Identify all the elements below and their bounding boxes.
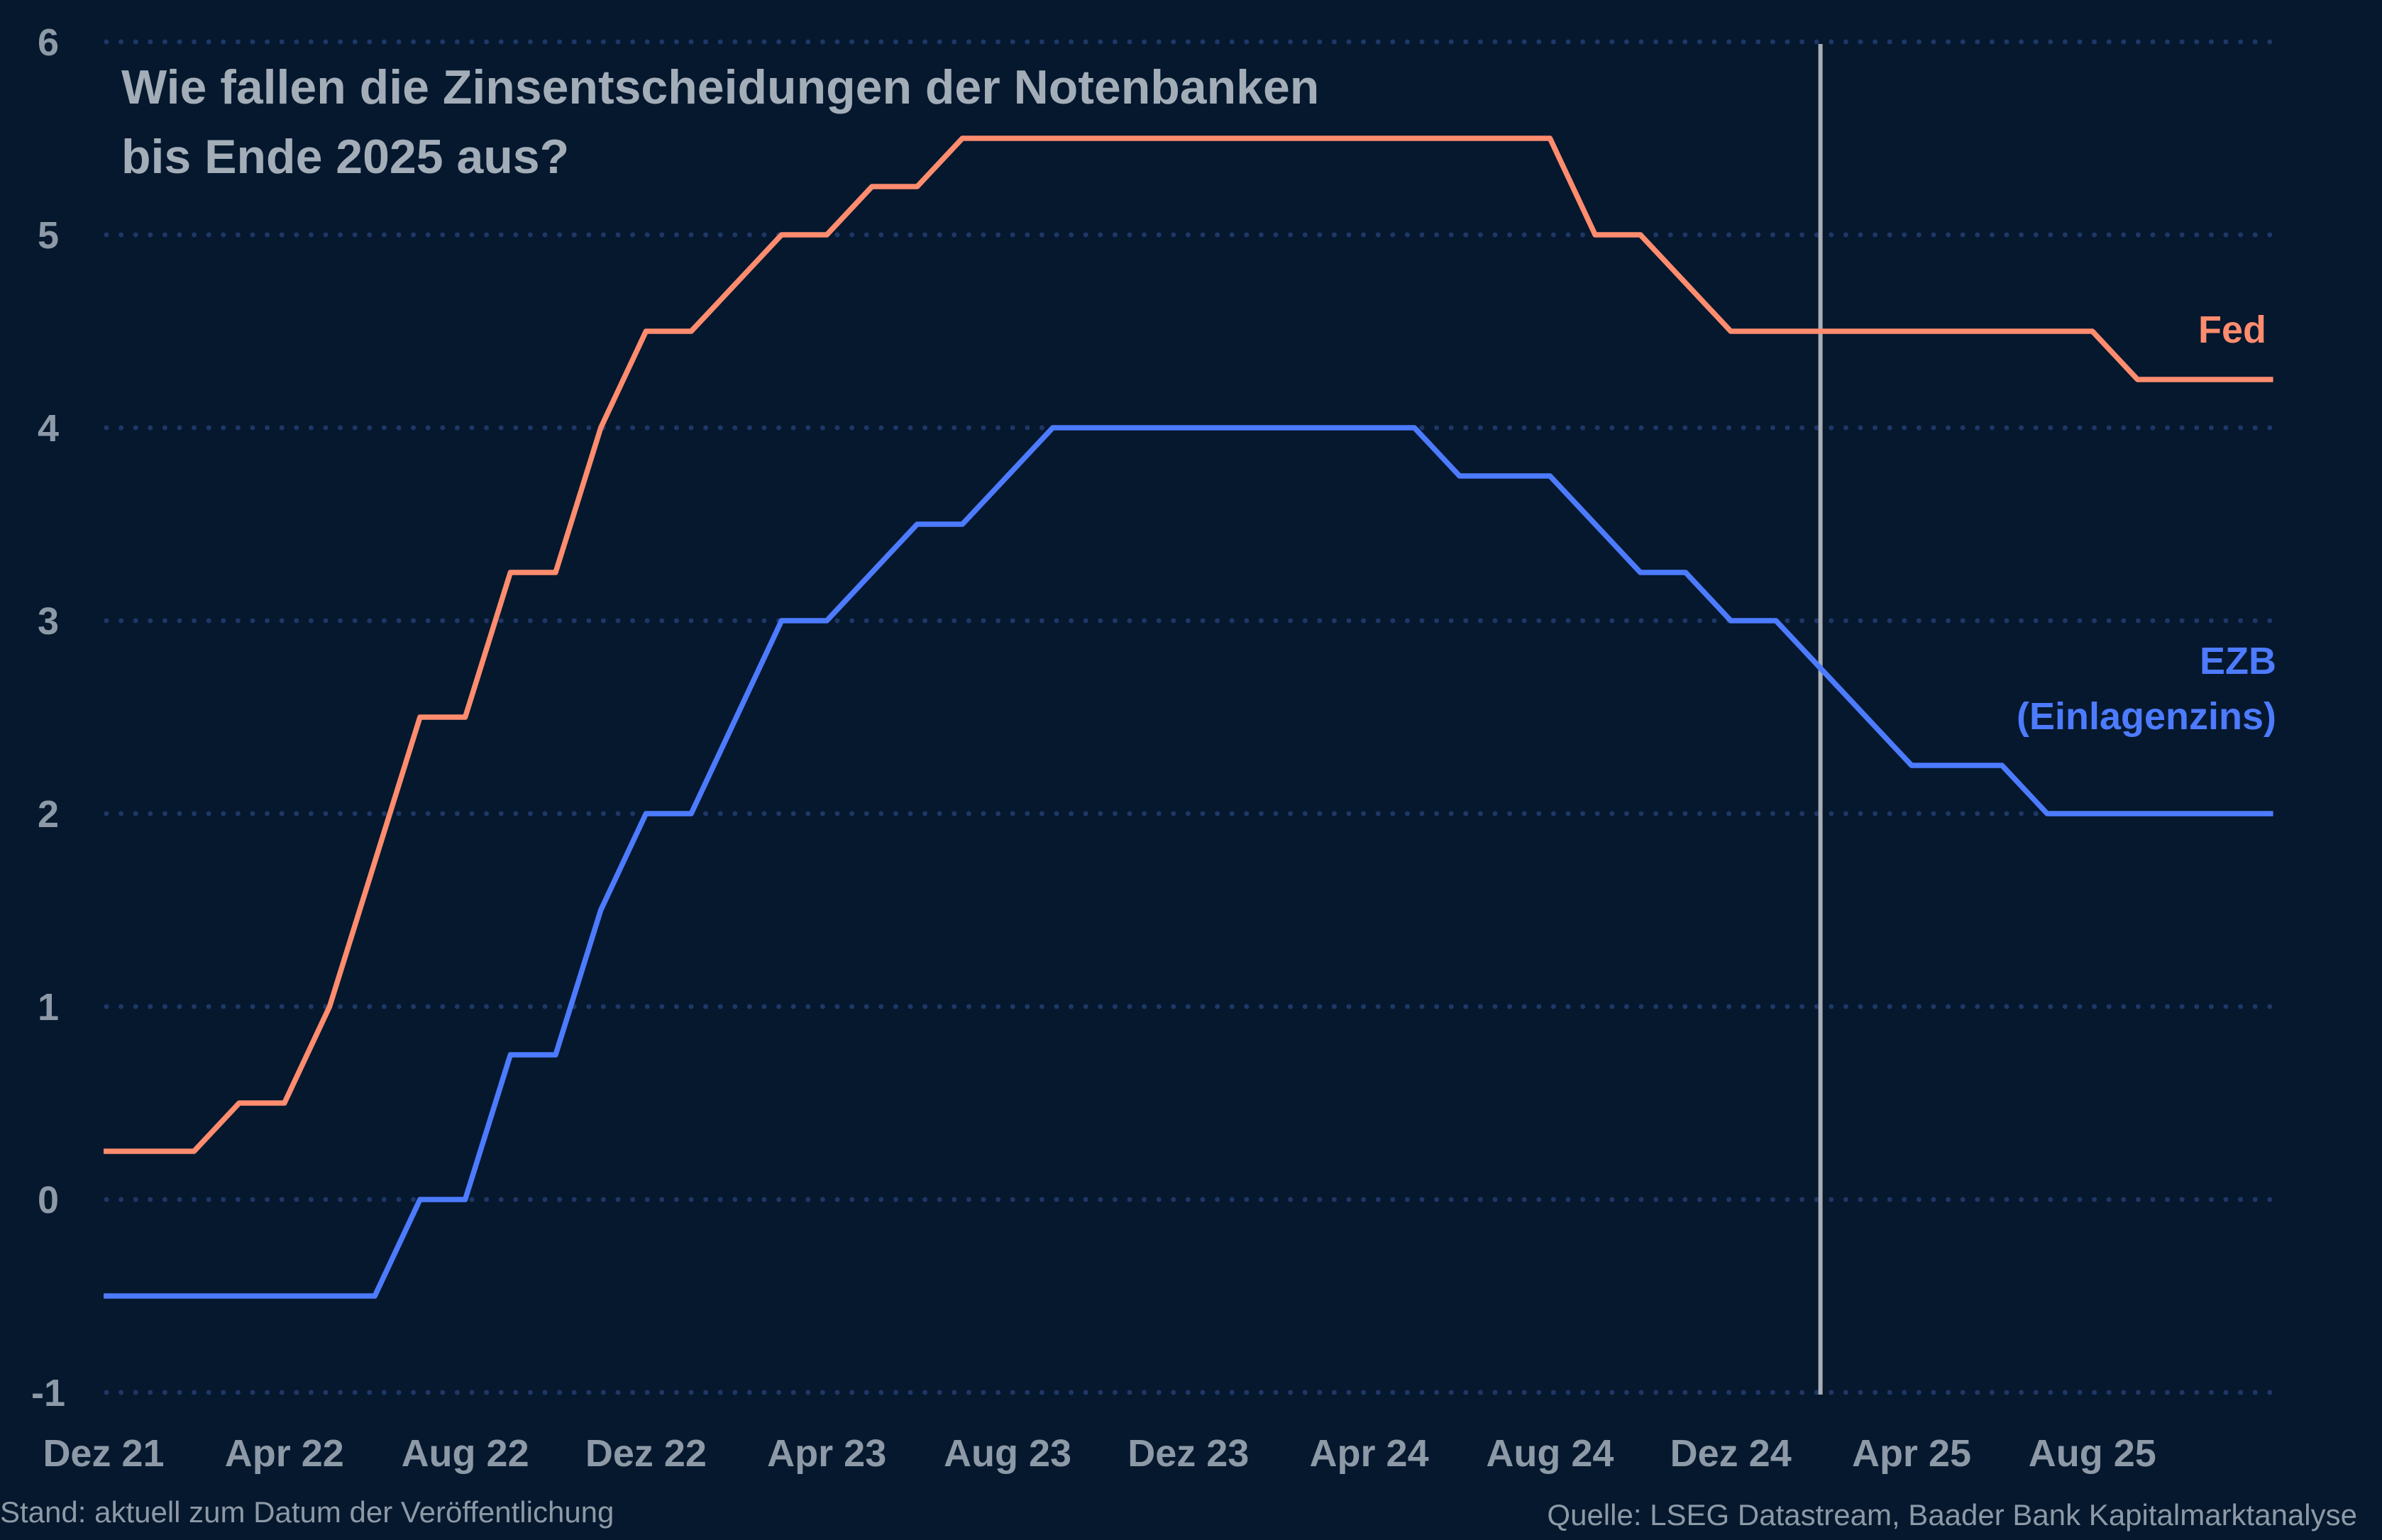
x-tick-label: Dez 21: [43, 1432, 164, 1475]
series-line-fed: [104, 135, 2273, 1154]
series-label-ezb-line2: (Einlagenzins): [2017, 695, 2276, 738]
x-axis-ticks: Dez 21 Apr 22 Aug 22 Dez 22 Apr 23 Aug 23 Dez …: [43, 1432, 2156, 1475]
chart-title-line-2: bis Ende 2025 aus?: [121, 130, 569, 184]
y-tick-label: 4: [38, 407, 59, 450]
source-note: Quelle: LSEG Datastream, Baader Bank Kap…: [1547, 1498, 2357, 1531]
x-tick-label: Apr 24: [1310, 1432, 1429, 1475]
x-tick-label: Dez 23: [1127, 1432, 1249, 1475]
x-tick-label: Aug 24: [1486, 1432, 1614, 1475]
x-tick-label: Aug 23: [944, 1432, 1071, 1475]
series-label-fed: Fed: [2198, 309, 2266, 351]
footer-note: Stand: aktuell zum Datum der Veröffentli…: [0, 1495, 614, 1529]
chart-title-line-1: Wie fallen die Zinsentscheidungen der No…: [121, 60, 1319, 114]
y-tick-label: 2: [38, 793, 59, 836]
y-tick-label: 6: [38, 21, 59, 64]
series-line-ezb: [104, 425, 2273, 1299]
x-tick-label: Apr 23: [767, 1432, 886, 1475]
x-tick-label: Aug 22: [402, 1432, 529, 1475]
y-axis-ticks: -1 0 1 2 3 4 5 6: [31, 21, 65, 1414]
x-tick-label: Dez 24: [1670, 1432, 1792, 1475]
y-tick-label: 1: [38, 986, 59, 1029]
x-tick-label: Dez 22: [585, 1432, 707, 1475]
x-tick-label: Apr 25: [1852, 1432, 1971, 1475]
y-tick-label: 5: [38, 214, 59, 257]
series-lines: [104, 135, 2273, 1299]
series-label-ezb: EZB: [2200, 640, 2276, 682]
x-tick-label: Apr 22: [225, 1432, 344, 1475]
x-tick-label: Aug 25: [2029, 1432, 2156, 1475]
y-tick-label: -1: [31, 1372, 65, 1414]
y-tick-label: 3: [38, 600, 59, 643]
y-tick-label: 0: [38, 1179, 59, 1222]
